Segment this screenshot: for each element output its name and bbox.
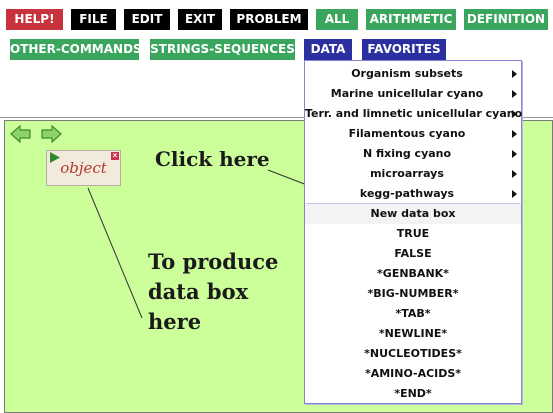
menu-item-true[interactable]: TRUE [396,227,430,240]
problem-menu-button[interactable]: PROBLEM [230,9,308,30]
menu-item-organism-subsets[interactable]: Organism subsets [305,64,521,84]
submenu-arrow-icon [512,150,517,158]
other-commands-menu-button[interactable]: OTHER-COMMANDS [10,39,142,60]
submenu-arrow-icon [512,170,517,178]
help-button[interactable]: HELP! [6,9,63,30]
menu-item-nucleotides[interactable]: *NUCLEOTIDES* [364,347,462,360]
submenu-arrow-icon [512,190,517,198]
definition-menu-button[interactable]: DEFINITION [464,9,548,30]
menu-item-false[interactable]: FALSE [394,247,432,260]
menu-item-kegg-pathways[interactable]: kegg-pathways [305,184,521,204]
menu-separator [306,203,520,204]
submenu-arrow-icon [512,90,517,98]
favorites-menu-button[interactable]: FAVORITES [362,39,446,60]
menu-item-marine-unicellular-cyano[interactable]: Marine unicellular cyano [305,84,521,104]
back-arrow-icon[interactable] [10,125,32,143]
submenu-arrow-icon [512,110,517,118]
close-icon[interactable]: × [111,151,119,160]
edit-menu-button[interactable]: EDIT [124,9,170,30]
arithmetic-menu-button[interactable]: ARITHMETIC [366,9,456,30]
menu-item-n-fixing-cyano[interactable]: N fixing cyano [305,144,521,164]
object-box[interactable]: × object [46,150,121,186]
menu-item-genbank[interactable]: *GENBANK* [377,267,449,280]
menu-item-amino-acids[interactable]: *AMINO-ACIDS* [364,367,462,380]
menu-item-terr-limnetic-unicellular-cyano[interactable]: Terr. and limnetic unicellular cyano [305,107,523,120]
menu-item-tab[interactable]: *TAB* [395,307,431,320]
submenu-arrow-icon [512,130,517,138]
submenu-arrow-icon [512,70,517,78]
menu-item-filamentous-cyano[interactable]: Filamentous cyano [305,124,521,144]
menu-item-new-data-box[interactable]: New data box [305,204,521,224]
menu-item-newline[interactable]: *NEWLINE* [378,327,448,340]
produce-annotation-line-3: here [148,309,202,334]
toolbar: HELP! FILE EDIT EXIT PROBLEM ALL ARITHME… [0,0,553,118]
click-here-annotation: Click here [155,147,270,171]
data-menu-button[interactable]: DATA [304,39,352,60]
file-menu-button[interactable]: FILE [71,9,116,30]
menu-item-end[interactable]: *END* [394,387,432,400]
data-dropdown-menu: Organism subsets Marine unicellular cyan… [304,60,522,404]
exit-button[interactable]: EXIT [178,9,222,30]
forward-arrow-icon[interactable] [40,125,62,143]
menu-item-microarrays[interactable]: microarrays [305,164,521,184]
object-label: object [60,159,107,177]
strings-sequences-menu-button[interactable]: STRINGS-SEQUENCES [150,39,295,60]
menu-item-big-number[interactable]: *BIG-NUMBER* [367,287,459,300]
produce-annotation-line-2: data box [148,279,249,304]
all-menu-button[interactable]: ALL [316,9,358,30]
play-icon[interactable] [49,152,61,163]
produce-annotation-line-1: To produce [148,249,279,274]
